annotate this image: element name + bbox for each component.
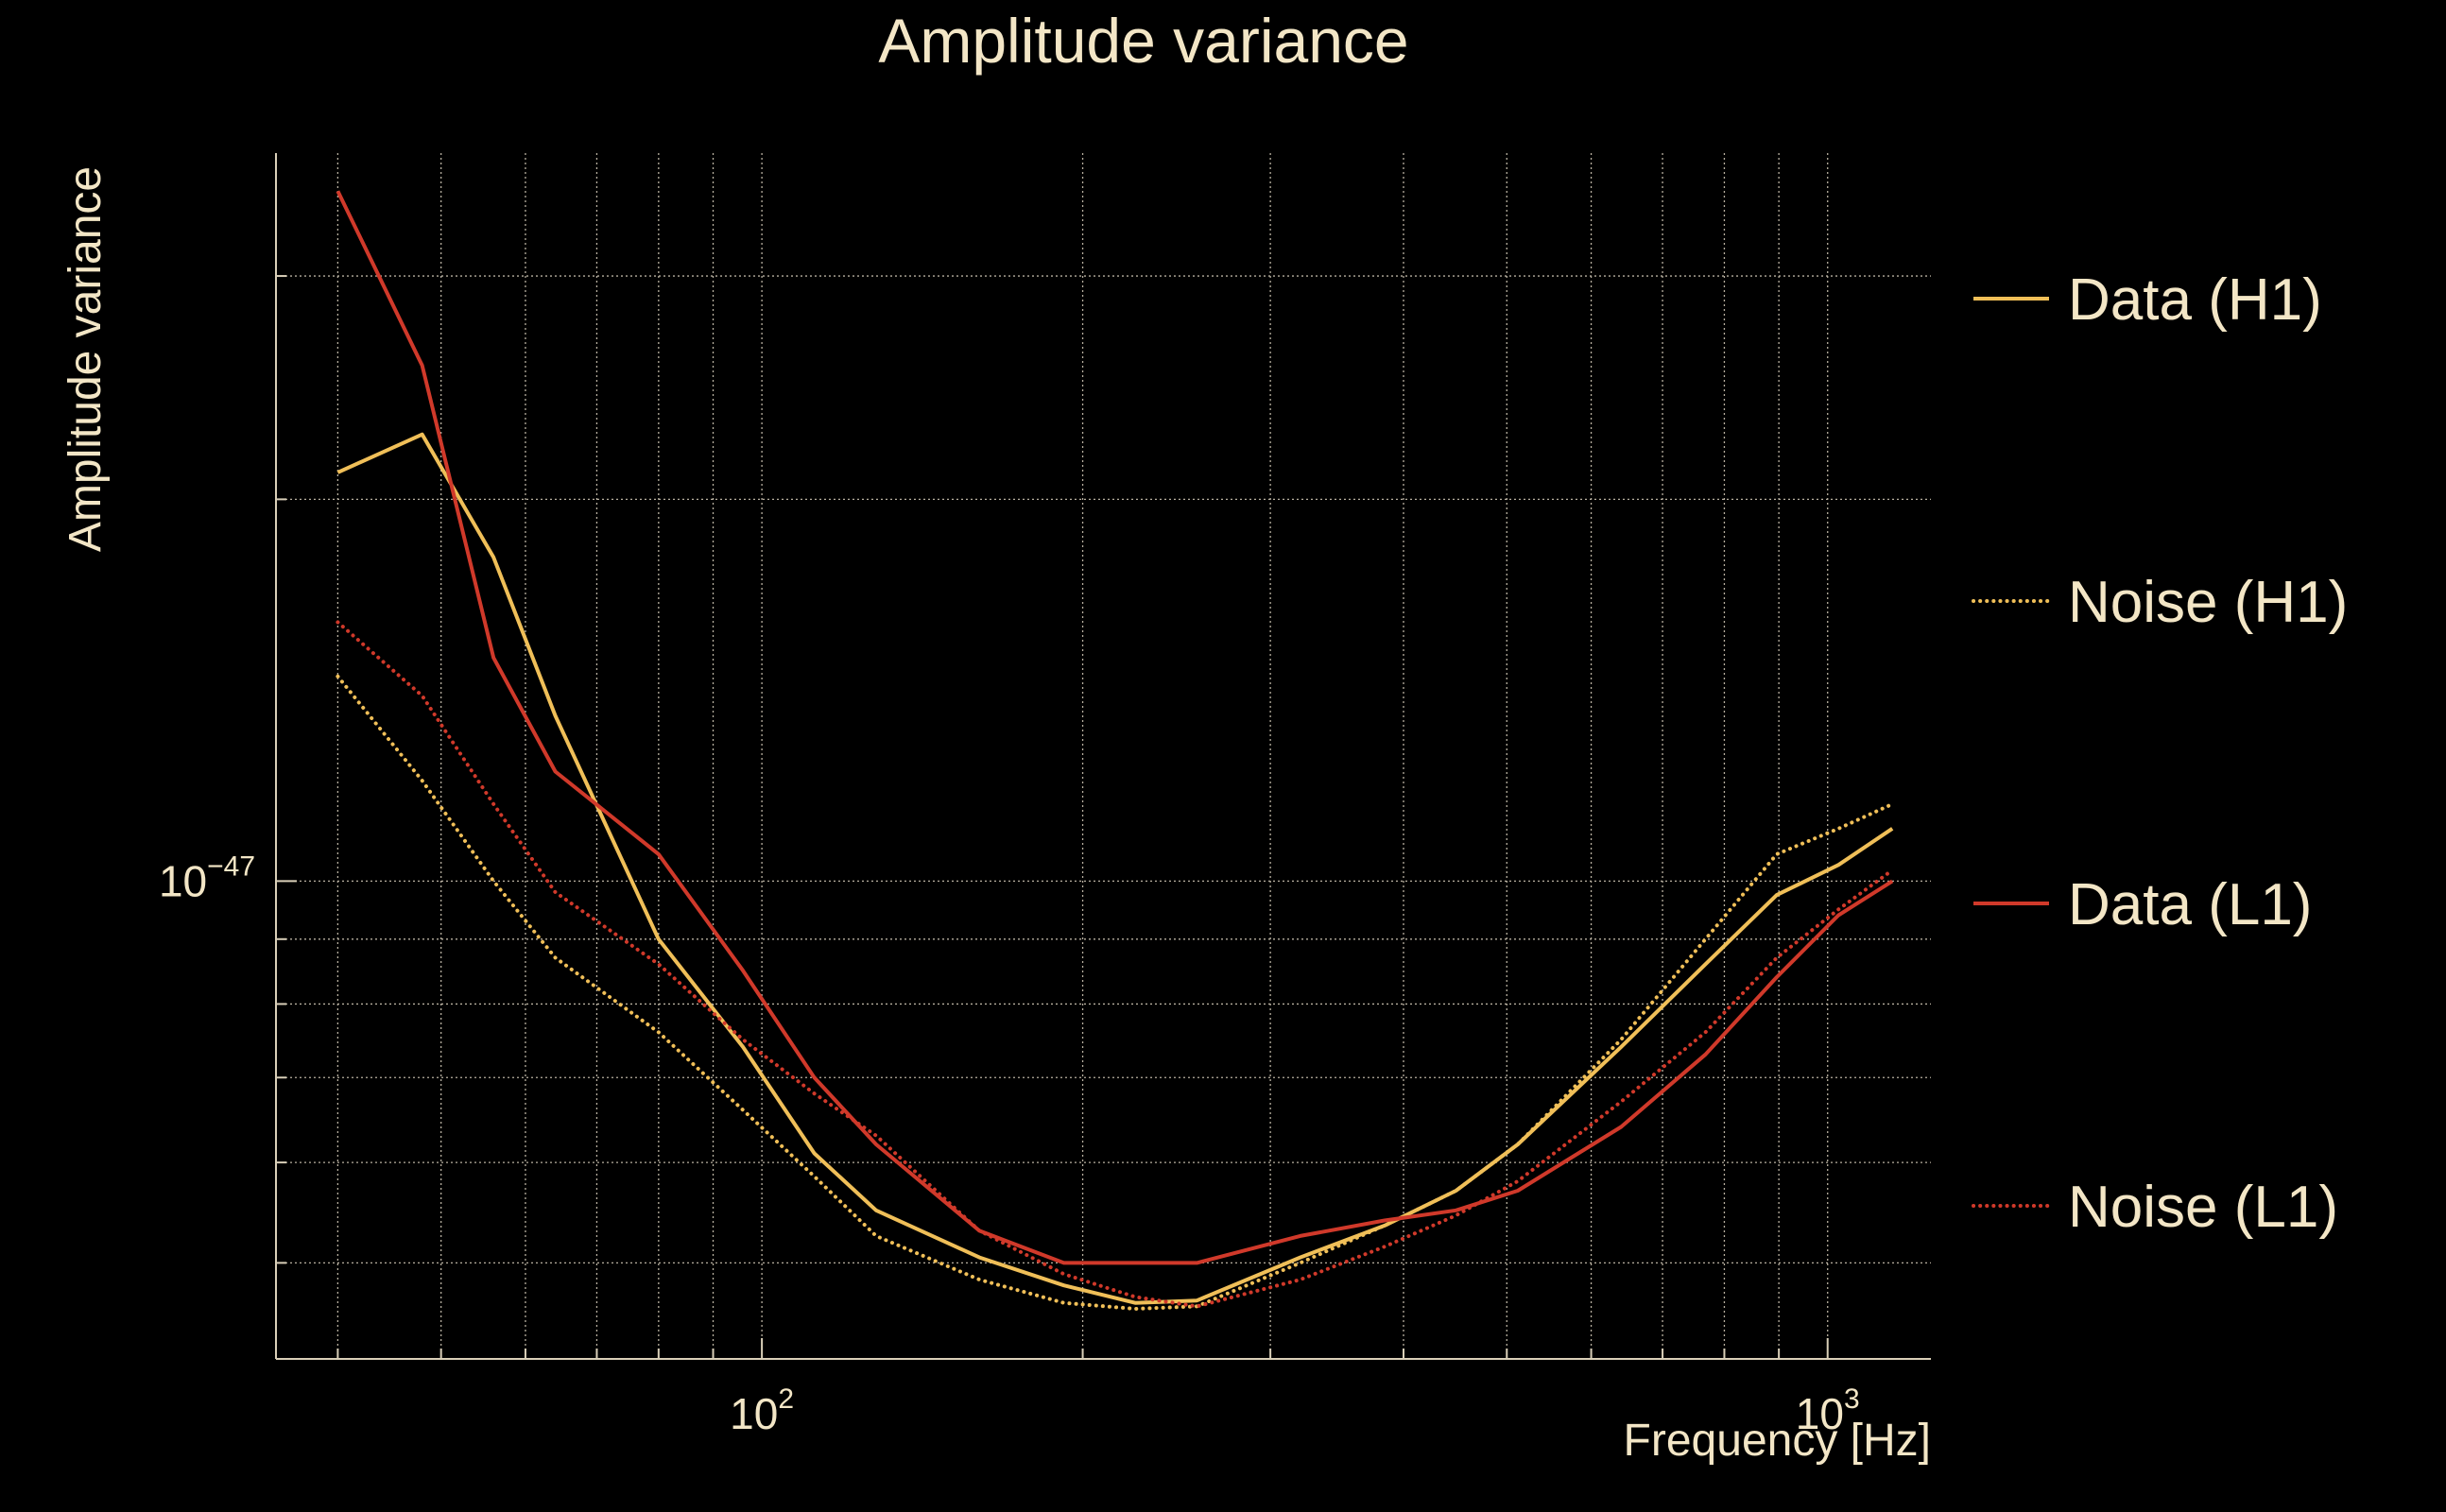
legend: Data (H1) Noise (H1) Data (L1) Noise (L1) [1972, 267, 2348, 1240]
legend-label: Data (L1) [2068, 872, 2312, 937]
series-line-3 [336, 620, 1895, 1309]
legend-label: Noise (L1) [2068, 1175, 2338, 1240]
legend-label: Data (H1) [2068, 267, 2322, 333]
series-lines [336, 190, 1895, 1311]
grid-lines [276, 153, 1931, 1359]
x-tick-label: 102 [730, 1383, 794, 1438]
x-axis-label: Frequency [Hz] [1624, 1416, 1931, 1466]
y-axis-label: Amplitude variance [60, 166, 111, 552]
series-line-0 [336, 432, 1894, 1305]
chart-title: Amplitude variance [878, 6, 1408, 76]
legend-label: Noise (H1) [2068, 570, 2348, 635]
series-line-2 [336, 190, 1894, 1265]
series-line-1 [336, 674, 1895, 1311]
y-tick-label: 10−47 [159, 850, 255, 905]
tick-labels: 102 103 10−47 [159, 850, 1860, 1438]
axes [275, 153, 1931, 1360]
x-tick-label: 103 [1796, 1383, 1860, 1438]
